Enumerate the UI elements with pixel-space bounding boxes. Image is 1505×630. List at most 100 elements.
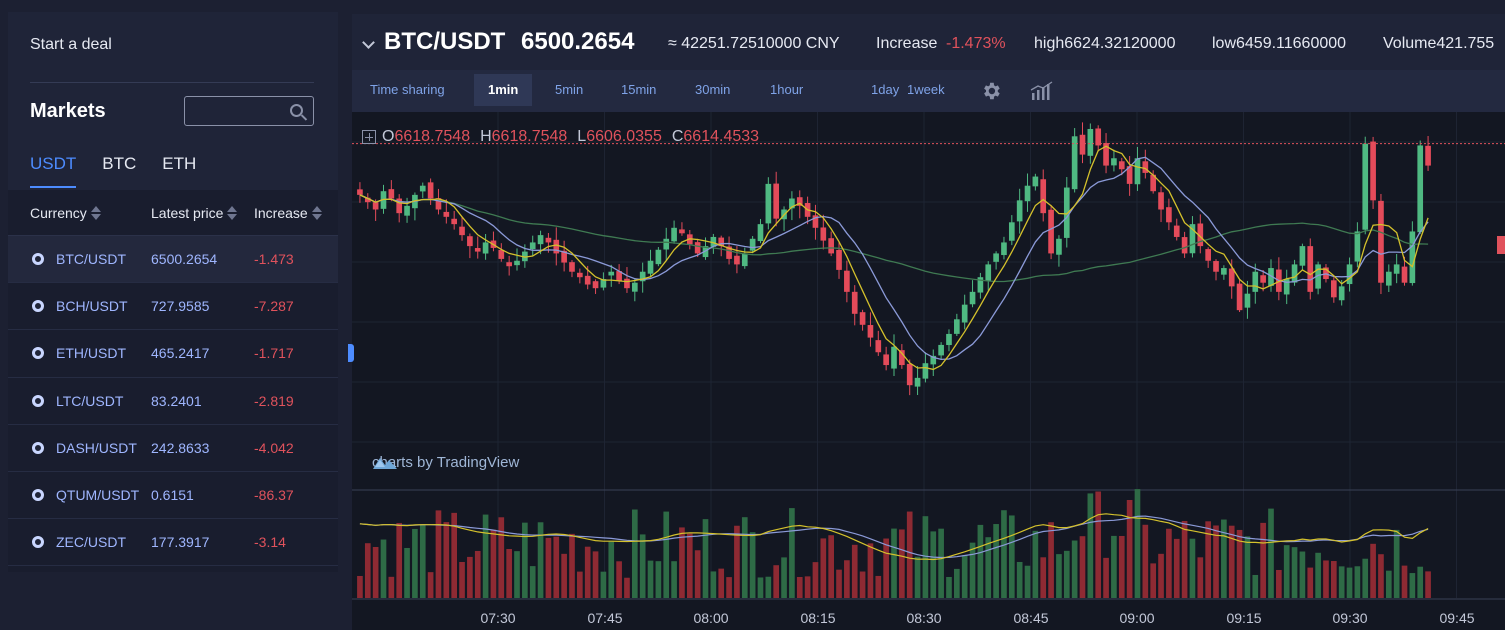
increase-header-label: Increase xyxy=(254,204,308,221)
volume-bar xyxy=(1126,499,1133,598)
volume-bar xyxy=(1001,510,1007,598)
candle-body xyxy=(914,377,921,387)
volume-bar xyxy=(922,516,929,598)
volume-bar xyxy=(899,529,905,598)
tradingview-brand-link[interactable]: charts by TradingView xyxy=(372,454,519,471)
volume-bar xyxy=(427,572,434,598)
candle-body xyxy=(1008,222,1015,241)
radio-dot-icon[interactable] xyxy=(32,489,44,502)
x-tick-label: 07:45 xyxy=(587,610,623,626)
volume-bar xyxy=(616,561,622,598)
x-tick-label: 08:45 xyxy=(1013,610,1049,626)
search-icon[interactable] xyxy=(290,104,303,117)
timeframe-1week[interactable]: 1week xyxy=(907,82,945,97)
candle-body xyxy=(749,238,756,251)
candle-body xyxy=(435,198,442,210)
volume-bar xyxy=(985,537,992,598)
table-row[interactable]: DASH/USDT 242.8633 -4.042 xyxy=(8,425,338,472)
volume-bar xyxy=(584,546,591,598)
candle-body xyxy=(498,249,505,259)
volume-bar xyxy=(600,571,607,598)
row-price: 727.9585 xyxy=(151,298,210,315)
volume-bar xyxy=(891,528,897,598)
candle-body xyxy=(1158,192,1164,210)
candle-body xyxy=(1079,134,1086,155)
candle-body xyxy=(616,271,622,281)
sort-currency-header[interactable]: Currency xyxy=(30,205,101,221)
candle-body xyxy=(820,227,827,241)
volume-bar xyxy=(1040,557,1047,598)
volume-bar xyxy=(1323,560,1329,598)
candlestick-chart-svg[interactable] xyxy=(352,112,1505,630)
table-row[interactable]: BCH/USDT 727.9585 -7.287 xyxy=(8,283,338,331)
expand-plus-icon[interactable] xyxy=(362,130,376,144)
radio-dot-icon[interactable] xyxy=(32,536,44,549)
table-row[interactable]: QTUM/USDT 0.6151 -86.37 xyxy=(8,472,338,520)
chart-left-handle[interactable] xyxy=(348,344,354,362)
table-row[interactable]: ZEC/USDT 177.3917 -3.14 xyxy=(8,519,338,567)
candle-body xyxy=(474,248,481,252)
radio-dot-icon[interactable] xyxy=(32,441,44,454)
table-row[interactable]: LTC/USDT 83.2401 -2.819 xyxy=(8,378,338,425)
timeframe-1day[interactable]: 1day xyxy=(871,82,900,97)
candle-body xyxy=(624,278,630,289)
row-increase: -1.717 xyxy=(254,345,294,362)
candle-body xyxy=(1385,271,1392,286)
price-chart[interactable]: O 6618.7548 H 6618.7548 L 6606.0355 C 6614.4… xyxy=(352,112,1505,630)
radio-dot-icon[interactable] xyxy=(32,300,44,313)
row-price: 465.2417 xyxy=(151,345,210,362)
timeframe-time-sharing[interactable]: Time sharing xyxy=(370,82,445,97)
markets-title: Markets xyxy=(30,100,106,122)
volume-bar xyxy=(851,544,858,598)
tab-usdt[interactable]: USDT xyxy=(30,154,77,188)
start-deal-button[interactable]: Start a deal xyxy=(30,36,112,53)
volume-bar xyxy=(1103,557,1109,598)
tab-eth[interactable]: ETH xyxy=(162,154,197,173)
candle-body xyxy=(600,279,607,288)
row-price: 6500.2654 xyxy=(151,251,218,268)
table-row[interactable]: BTC/USDT 6500.2654 -1.473 xyxy=(8,236,338,284)
ma-slow-line xyxy=(359,156,1429,361)
gear-icon[interactable] xyxy=(980,80,1002,102)
volume-bar xyxy=(993,524,999,598)
row-pair: LTC/USDT xyxy=(56,392,124,409)
radio-dot-icon[interactable] xyxy=(32,347,44,360)
sort-price-header[interactable]: Latest price xyxy=(151,205,238,221)
sort-icon[interactable] xyxy=(90,205,101,220)
volume-bar xyxy=(1079,536,1086,598)
volume-bar xyxy=(569,533,575,598)
candle-body xyxy=(1228,268,1235,287)
timeframe-30min[interactable]: 30min xyxy=(695,82,731,97)
sort-icon[interactable] xyxy=(227,205,238,220)
volume-bar xyxy=(506,549,512,598)
timeframe-5min[interactable]: 5min xyxy=(555,82,584,97)
sort-icon[interactable] xyxy=(311,205,322,220)
volume-bar xyxy=(969,542,976,598)
markets-table: Currency Latest price Increase BTC/USDT … xyxy=(8,190,338,572)
row-price: 242.8633 xyxy=(151,439,210,456)
chevron-down-icon[interactable] xyxy=(362,36,375,49)
radio-dot-icon[interactable] xyxy=(32,253,44,266)
candle-body xyxy=(1063,187,1070,238)
candle-body xyxy=(765,183,772,224)
market-search-input[interactable] xyxy=(185,97,285,125)
volume-bar xyxy=(1197,557,1204,598)
tab-btc[interactable]: BTC xyxy=(102,154,137,173)
price-scale-marker xyxy=(1497,236,1505,254)
bar-chart-icon[interactable] xyxy=(1030,81,1054,101)
timeframe-1hour[interactable]: 1hour xyxy=(770,82,804,97)
candle-body xyxy=(1142,161,1149,173)
table-row[interactable]: ETH/USDT 465.2417 -1.717 xyxy=(8,330,338,378)
candle-body xyxy=(631,282,638,292)
timeframe-15min[interactable]: 15min xyxy=(621,82,657,97)
sort-increase-header[interactable]: Increase xyxy=(254,205,322,221)
volume-bar xyxy=(867,543,874,598)
candle-body xyxy=(1087,128,1094,156)
volume-bar xyxy=(1173,538,1180,598)
radio-dot-icon[interactable] xyxy=(32,394,44,407)
market-search[interactable] xyxy=(184,96,314,126)
candle-body xyxy=(545,237,552,243)
volume-bar xyxy=(663,511,670,598)
timeframe-1min[interactable]: 1min xyxy=(474,74,533,106)
volume-bar xyxy=(1385,570,1392,598)
